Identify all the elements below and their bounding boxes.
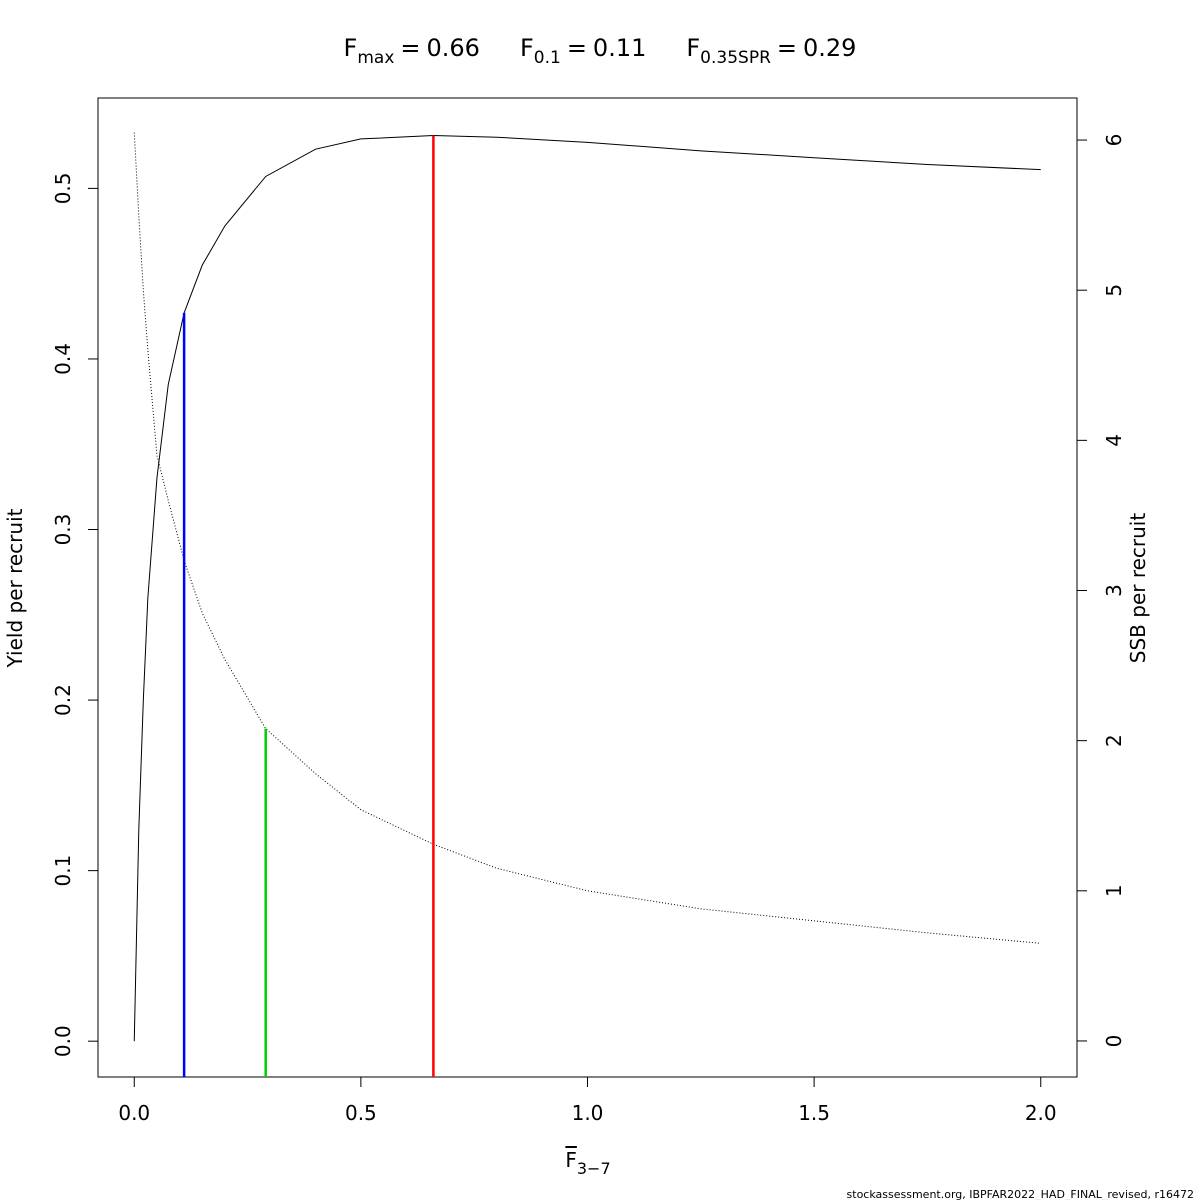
title-subscript: max bbox=[357, 48, 394, 68]
y2-tick-label: 3 bbox=[1102, 584, 1126, 597]
title-symbol: F bbox=[344, 34, 358, 62]
y2-tick-label: 2 bbox=[1102, 734, 1126, 747]
y-axis-label: Yield per recruit bbox=[3, 508, 27, 668]
title-relation: = bbox=[400, 34, 420, 62]
curve bbox=[133, 135, 1041, 1042]
y-tick-label: 0.4 bbox=[51, 343, 75, 375]
x-label-symbol: F bbox=[565, 1148, 577, 1172]
y-tick-label: 0.2 bbox=[51, 684, 75, 716]
x-label-subscript: 3−7 bbox=[577, 1159, 611, 1178]
curve bbox=[133, 132, 1041, 944]
title-value: 0.29 bbox=[803, 34, 856, 62]
x-tick-label: 0.0 bbox=[118, 1101, 150, 1125]
plot-frame bbox=[97, 97, 1078, 1078]
x-axis-label: F3−7 bbox=[565, 1148, 610, 1178]
title-symbol: F bbox=[686, 34, 700, 62]
x-tick-label: 1.0 bbox=[572, 1101, 604, 1125]
y2-tick-label: 5 bbox=[1102, 284, 1126, 297]
title-subscript: 0.35SPR bbox=[700, 48, 771, 68]
y2-tick-label: 4 bbox=[1102, 434, 1126, 447]
y2-tick-label: 6 bbox=[1102, 134, 1126, 147]
y-tick-label: 0.5 bbox=[51, 172, 75, 204]
x-tick-label: 2.0 bbox=[1025, 1101, 1057, 1125]
y-tick-label: 0.1 bbox=[51, 855, 75, 887]
title-value: 0.66 bbox=[427, 34, 480, 62]
x-tick-label: 1.5 bbox=[798, 1101, 830, 1125]
footer: stockassessment.org, IBPFAR2022_HAD_FINA… bbox=[847, 1188, 1194, 1200]
title-relation: = bbox=[777, 34, 797, 62]
y-tick-label: 0.0 bbox=[51, 1025, 75, 1057]
y-tick-label: 0.3 bbox=[51, 514, 75, 546]
title-subscript: 0.1 bbox=[534, 48, 561, 68]
title-symbol: F bbox=[520, 34, 534, 62]
y2-tick-label: 0 bbox=[1102, 1035, 1126, 1048]
chart-title: Fmax = 0.66 F0.1 = 0.11 F0.35SPR = 0.29 bbox=[344, 34, 857, 68]
title-relation: = bbox=[567, 34, 587, 62]
y2-axis-label: SSB per recruit bbox=[1126, 513, 1150, 664]
x-tick-label: 0.5 bbox=[345, 1101, 377, 1125]
title-value: 0.11 bbox=[593, 34, 646, 62]
y2-tick-label: 1 bbox=[1102, 884, 1126, 897]
